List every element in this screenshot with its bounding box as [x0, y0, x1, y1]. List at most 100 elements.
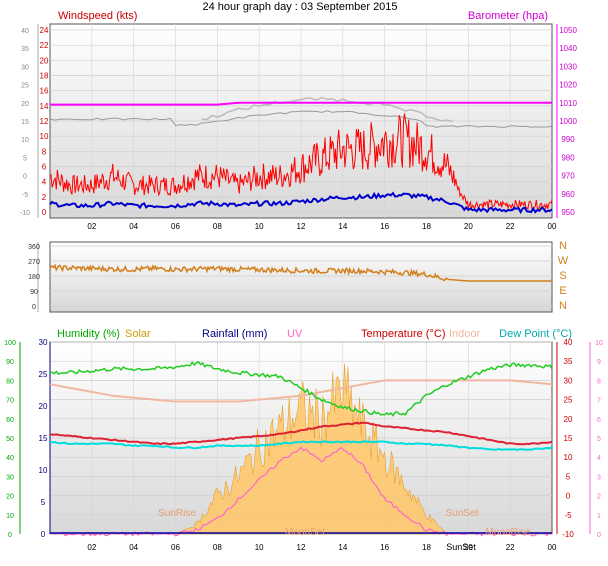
temp-x-tick: 04 [129, 543, 138, 552]
humidity-tick: 90 [6, 359, 14, 366]
sunset-annotation: SunSet [446, 508, 479, 519]
wind-x-tick: 18 [422, 222, 431, 231]
temp-x-tick: 10 [255, 543, 264, 552]
wind-inner-tick: 22 [40, 41, 49, 50]
wind-direction-series [49, 263, 552, 282]
wind-inner-tick: 14 [40, 102, 49, 111]
wind-inner-tick: 16 [40, 87, 49, 96]
uv-tick: 3 [597, 474, 601, 481]
temperature-panel: Humidity (%) Solar Rainfall (mm) UV Temp… [4, 328, 603, 552]
wind-x-tick: 14 [338, 222, 347, 231]
dewpoint-series [49, 440, 553, 451]
temp-right-tick: 10 [564, 453, 573, 462]
direction-degree-tick: 0 [32, 304, 36, 311]
wind-inner-tick: 2 [42, 193, 47, 202]
temp-right-tick: 30 [564, 376, 573, 385]
wind-x-tick: 04 [129, 222, 138, 231]
temp-left-tick: 25 [39, 370, 48, 379]
wind-inner-tick: 6 [42, 163, 47, 172]
temp-left-tick: 5 [41, 498, 46, 507]
wind-inner-tick: 20 [40, 56, 49, 65]
wind-x-tick: 02 [87, 222, 96, 231]
direction-compass-tick: S [559, 270, 566, 282]
temperature-series [49, 421, 553, 446]
wind-panel: Windspeed (kts) Barometer (hpa) 40353025… [20, 10, 578, 231]
uv-tick: 7 [597, 398, 601, 405]
temp-right-tick: -10 [562, 530, 574, 539]
uv-tick: 5 [597, 436, 601, 443]
humidity-tick: 30 [6, 474, 14, 481]
wind-inner-tick: 10 [40, 132, 49, 141]
wind-inner-tick: 8 [42, 147, 47, 156]
wind-inner-tick: 18 [40, 72, 49, 81]
direction-compass-tick: N [559, 240, 567, 252]
humidity-tick: 50 [6, 436, 14, 443]
direction-degree-tick: 360 [28, 244, 40, 251]
temp-right-tick: 0 [566, 492, 571, 501]
solar-label: Solar [125, 328, 151, 340]
uv-label: UV [287, 328, 303, 340]
uv-tick: 8 [597, 378, 601, 385]
humidity-tick: 20 [6, 494, 14, 501]
wind-outer-tick: 15 [21, 119, 29, 126]
direction-degree-tick: 270 [28, 259, 40, 266]
sunrise-annotation: SunRise [158, 508, 196, 519]
temp-x-ticks: 02 04 06 08 10 12 14 16 18 20 22 00 [87, 543, 557, 552]
grey-reference-line [49, 110, 553, 128]
temp-x-tick: 00 [548, 543, 557, 552]
temp-gridlines [50, 341, 552, 535]
wind-outer-tick: -5 [22, 192, 28, 199]
humidity-tick: 40 [6, 455, 14, 462]
wind-x-tick: 00 [548, 222, 557, 231]
temp-left-tick: 20 [39, 402, 48, 411]
temp-x-tick: 08 [213, 543, 222, 552]
temp-x-tick: 16 [380, 543, 389, 552]
direction-degree-tick: 180 [28, 274, 40, 281]
uv-tick: 9 [597, 359, 601, 366]
barometer-tick: 980 [561, 153, 575, 162]
wind-outer-tick: -10 [20, 210, 30, 217]
temp-left-tick: 15 [39, 434, 48, 443]
wind-outer-tick: 25 [21, 83, 29, 90]
humidity-label: Humidity (%) [57, 328, 120, 340]
uv-tick: 4 [597, 455, 601, 462]
wind-outer-tick: 5 [23, 155, 27, 162]
barometer-ticks: 1050 1040 1030 1020 1010 1000 990 980 970 960 950 [559, 26, 577, 217]
barometer-tick: 1040 [559, 44, 577, 53]
wind-inner-tick: 24 [40, 26, 49, 35]
direction-compass-tick: N [559, 300, 567, 312]
wind-outer-tick: 35 [21, 46, 29, 53]
barometer-tick: 1000 [559, 117, 577, 126]
temp-right-tick: 15 [564, 434, 573, 443]
uv-tick: 2 [597, 494, 601, 501]
temperature-label: Temperature (°C) [361, 328, 445, 340]
rainfall-label: Rainfall (mm) [202, 328, 267, 340]
dewpoint-label: Dew Point (°C) [499, 328, 572, 340]
temp-right-ticks: 40 35 30 25 20 15 10 5 0 -5 -10 [562, 338, 574, 539]
humidity-tick: 100 [4, 340, 16, 347]
direction-compass-tick: E [559, 285, 566, 297]
temp-left-tick: 30 [39, 338, 48, 347]
barometer-tick: 960 [561, 190, 575, 199]
temp-right-tick: 25 [564, 396, 573, 405]
humidity-tick: 0 [8, 532, 12, 539]
wind-outer-tick: 40 [21, 28, 29, 35]
temp-right-tick: 40 [564, 338, 573, 347]
uv-tick: 0 [597, 532, 601, 539]
wind-outer-tick: 30 [21, 64, 29, 71]
uv-tick: 6 [597, 417, 601, 424]
average-wind-series [49, 191, 553, 215]
wind-x-tick: 20 [464, 222, 473, 231]
temp-right-tick: 20 [564, 415, 573, 424]
humidity-tick: 70 [6, 398, 14, 405]
indoor-series [49, 379, 553, 403]
humidity-tick: 60 [6, 417, 14, 424]
temp-left-ticks: 30 25 20 15 10 5 0 [39, 338, 48, 539]
barometer-series [50, 101, 552, 106]
direction-degree-tick: 90 [30, 289, 38, 296]
barometer-tick: 1030 [559, 62, 577, 71]
